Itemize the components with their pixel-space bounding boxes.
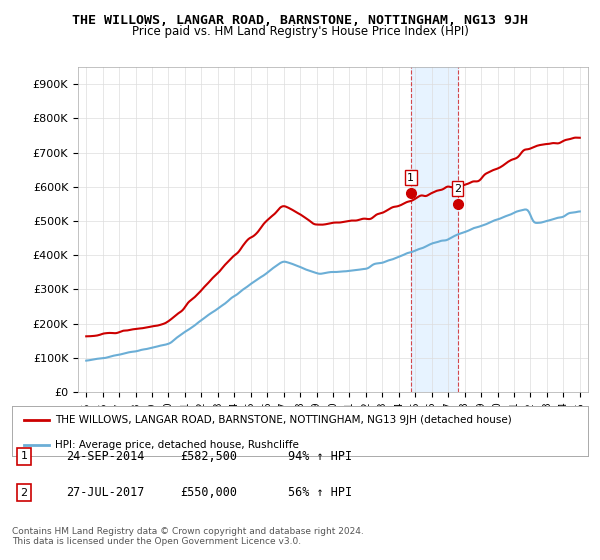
Text: THE WILLOWS, LANGAR ROAD, BARNSTONE, NOTTINGHAM, NG13 9JH: THE WILLOWS, LANGAR ROAD, BARNSTONE, NOT… bbox=[72, 14, 528, 27]
Text: 94% ↑ HPI: 94% ↑ HPI bbox=[288, 450, 352, 463]
Text: £550,000: £550,000 bbox=[180, 486, 237, 500]
Text: 27-JUL-2017: 27-JUL-2017 bbox=[66, 486, 145, 500]
Text: 1: 1 bbox=[20, 451, 28, 461]
Text: 24-SEP-2014: 24-SEP-2014 bbox=[66, 450, 145, 463]
Text: HPI: Average price, detached house, Rushcliffe: HPI: Average price, detached house, Rush… bbox=[55, 440, 299, 450]
Text: Contains HM Land Registry data © Crown copyright and database right 2024.
This d: Contains HM Land Registry data © Crown c… bbox=[12, 526, 364, 546]
Text: 2: 2 bbox=[20, 488, 28, 498]
Text: 1: 1 bbox=[407, 172, 415, 183]
Bar bbox=[411, 67, 458, 392]
Text: £582,500: £582,500 bbox=[180, 450, 237, 463]
Text: Price paid vs. HM Land Registry's House Price Index (HPI): Price paid vs. HM Land Registry's House … bbox=[131, 25, 469, 38]
Text: THE WILLOWS, LANGAR ROAD, BARNSTONE, NOTTINGHAM, NG13 9JH (detached house): THE WILLOWS, LANGAR ROAD, BARNSTONE, NOT… bbox=[55, 415, 512, 425]
Text: 56% ↑ HPI: 56% ↑ HPI bbox=[288, 486, 352, 500]
Text: 2: 2 bbox=[454, 184, 461, 194]
